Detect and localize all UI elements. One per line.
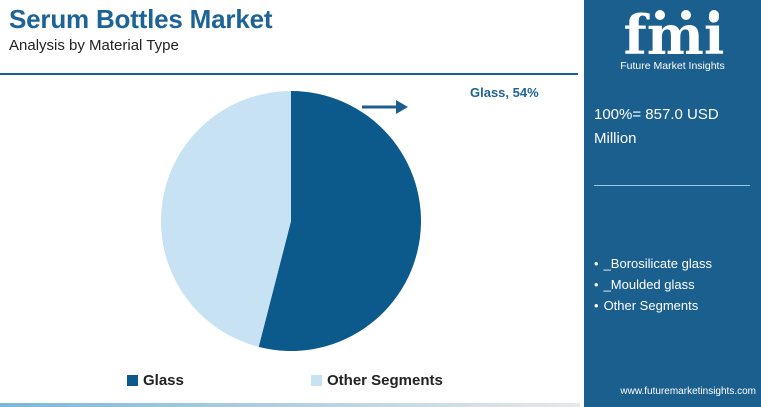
sidebar-panel: fmi Future Market Insights 100%= 857.0 U… bbox=[584, 0, 761, 407]
pie-chart bbox=[161, 91, 422, 351]
sidebar-divider bbox=[594, 185, 750, 186]
legend-label-other: Other Segments bbox=[327, 372, 443, 389]
logo-subtitle: Future Market Insights bbox=[620, 60, 725, 72]
chart-subtitle: Analysis by Material Type bbox=[9, 37, 179, 54]
header-divider bbox=[0, 73, 578, 75]
chart-title: Serum Bottles Market bbox=[9, 4, 273, 34]
bottom-accent-line bbox=[0, 403, 580, 407]
slice-label-glass: Glass, 54% bbox=[470, 85, 539, 100]
callout-arrow bbox=[362, 100, 408, 114]
legend-item-other: Other Segments bbox=[311, 372, 443, 389]
segment-item-other: Other Segments bbox=[594, 295, 712, 316]
legend-label-glass: Glass bbox=[143, 372, 184, 389]
legend-swatch-glass bbox=[127, 375, 138, 386]
fmi-logo: fmi bbox=[624, 6, 725, 62]
segment-list: _Borosilicate glass _Moulded glass Other… bbox=[594, 253, 712, 316]
segment-item-borosilicate: _Borosilicate glass bbox=[594, 253, 712, 274]
pie-slice-glass bbox=[258, 91, 422, 351]
segment-item-moulded: _Moulded glass bbox=[594, 274, 712, 295]
logo-person-icon bbox=[709, 10, 719, 20]
logo-person-icon bbox=[655, 10, 665, 20]
logo-text: fmi bbox=[624, 6, 725, 62]
website-url: www.futuremarketinsights.com bbox=[620, 386, 756, 397]
pie-slice-other-segments bbox=[161, 91, 291, 347]
legend-item-glass: Glass bbox=[127, 372, 184, 389]
market-total: 100%= 857.0 USD Million bbox=[594, 106, 719, 147]
logo-person-icon bbox=[681, 10, 691, 20]
legend-swatch-other bbox=[311, 375, 322, 386]
